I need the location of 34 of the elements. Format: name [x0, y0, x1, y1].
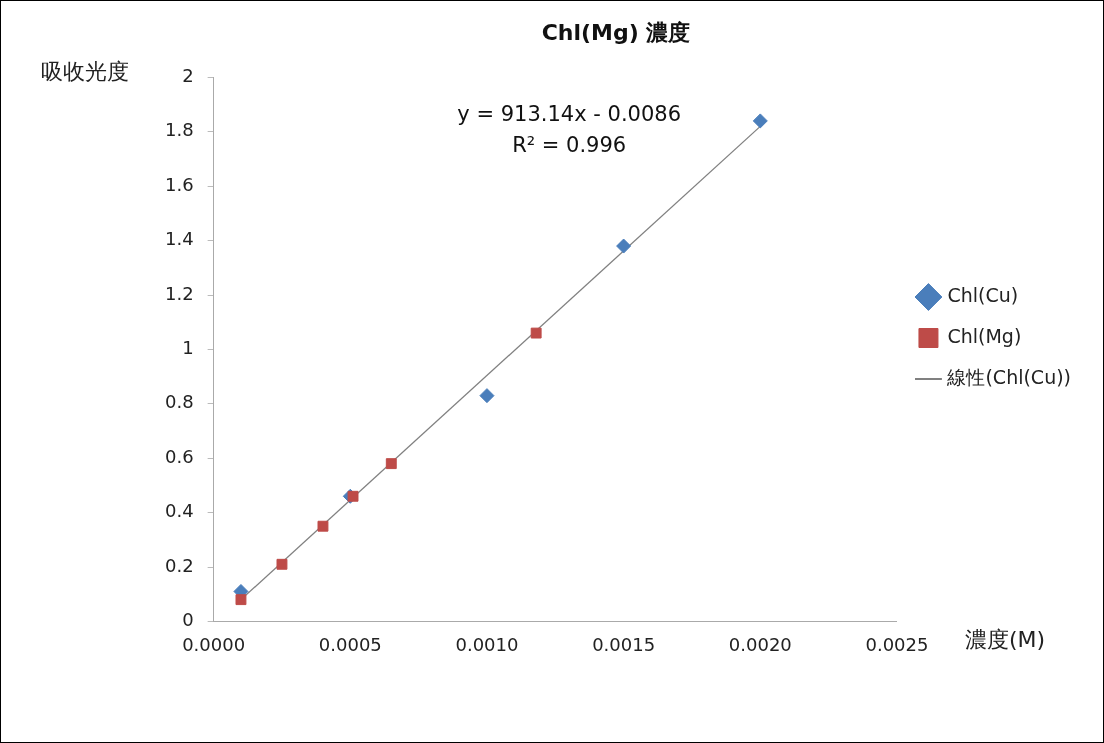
point [347, 490, 359, 502]
x-tick-label: 0.0015 [592, 633, 656, 655]
y-tick-label: 1.8 [164, 119, 194, 141]
y-tick-label: 1.6 [164, 173, 194, 195]
point [235, 594, 247, 606]
point [385, 458, 397, 470]
y-tick-label: 0.8 [164, 391, 194, 413]
y-tick-label: 0.6 [164, 445, 194, 467]
legend-label: Chl(Cu) [947, 283, 1019, 306]
y-tick-label: 1.2 [164, 282, 194, 304]
point [530, 327, 542, 339]
annotation: R² = 0.996 [512, 132, 627, 157]
x-axis-title: 濃度(M) [964, 627, 1046, 653]
x-tick-label: 0.0005 [318, 633, 382, 655]
y-tick-label: 1 [182, 337, 194, 359]
y-tick-label: 2 [182, 65, 194, 87]
point [317, 520, 329, 532]
y-axis-title: 吸收光度 [41, 58, 129, 84]
point [752, 113, 768, 129]
y-tick-label: 0 [182, 609, 194, 631]
y-tick-label: 0.2 [164, 554, 194, 576]
chart-title: Chl(Mg) 濃度 [541, 19, 691, 45]
legend-label: Chl(Mg) [947, 324, 1022, 347]
x-tick-label: 0.0025 [865, 633, 929, 655]
x-tick-label: 0.0010 [455, 633, 519, 655]
y-tick-label: 1.4 [164, 228, 194, 250]
point [276, 558, 288, 570]
x-tick-label: 0.0020 [728, 633, 792, 655]
x-tick-label: 0.0000 [182, 633, 246, 655]
y-tick-label: 0.4 [164, 500, 194, 522]
point [616, 238, 632, 254]
legend-label: 線性(Chl(Cu)) [946, 365, 1071, 388]
annotation: y = 913.14x - 0.0086 [457, 101, 682, 126]
point [479, 388, 495, 404]
